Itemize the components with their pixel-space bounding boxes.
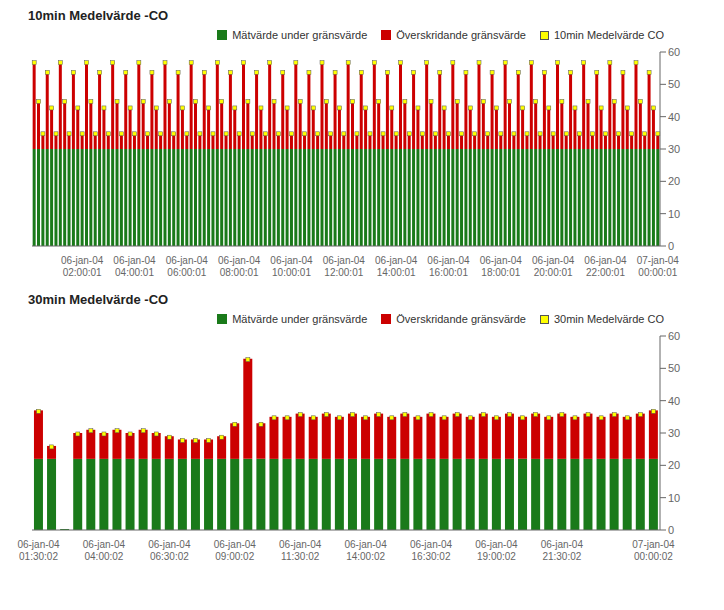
svg-text:06-jan-0401:30:02: 06-jan-0401:30:02 — [17, 539, 60, 562]
svg-text:06-jan-0406:00:01: 06-jan-0406:00:01 — [166, 255, 209, 278]
svg-text:06-jan-0416:00:01: 06-jan-0416:00:01 — [427, 255, 470, 278]
svg-text:06-jan-0404:00:02: 06-jan-0404:00:02 — [83, 539, 126, 562]
svg-text:30: 30 — [668, 143, 680, 155]
svg-text:06-jan-0419:00:02: 06-jan-0419:00:02 — [475, 539, 518, 562]
svg-text:10: 10 — [668, 492, 680, 504]
html-text:30min Medelvärde CO: 30min Medelvärde CO — [553, 313, 664, 325]
svg-text:07-jan-0400:00:01: 07-jan-0400:00:01 — [637, 255, 680, 278]
svg-text:50: 50 — [668, 78, 680, 90]
svg-text:60: 60 — [668, 330, 680, 342]
html-text:Mätvärde under gränsvärde: Mätvärde under gränsvärde — [232, 29, 368, 41]
html-text:Mätvärde under gränsvärde: Mätvärde under gränsvärde — [232, 313, 368, 325]
svg-text:07-jan-0400:00:02: 07-jan-0400:00:02 — [632, 539, 675, 562]
svg-text:06-jan-0402:00:01: 06-jan-0402:00:01 — [61, 255, 104, 278]
svg-text:06-jan-0406:30:02: 06-jan-0406:30:02 — [148, 539, 191, 562]
svg-text:06-jan-0404:00:01: 06-jan-0404:00:01 — [113, 255, 156, 278]
svg-text:06-jan-0422:00:01: 06-jan-0422:00:01 — [584, 255, 627, 278]
svg-text:0: 0 — [668, 524, 674, 536]
html-text:Överskridande gränsvärde: Överskridande gränsvärde — [396, 29, 526, 41]
svg-text:0: 0 — [668, 240, 674, 252]
svg-text:06-jan-0421:30:02: 06-jan-0421:30:02 — [541, 539, 584, 562]
svg-text:06-jan-0412:00:01: 06-jan-0412:00:01 — [323, 255, 366, 278]
svg-text:06-jan-0409:00:02: 06-jan-0409:00:02 — [214, 539, 257, 562]
svg-text:20: 20 — [668, 175, 680, 187]
svg-text:06-jan-0411:30:02: 06-jan-0411:30:02 — [279, 539, 322, 562]
svg-text:06-jan-0410:00:01: 06-jan-0410:00:01 — [270, 255, 313, 278]
html-text:Överskridande gränsvärde: Överskridande gränsvärde — [396, 313, 526, 325]
svg-text:30: 30 — [668, 427, 680, 439]
html-text:30min Medelvärde -CO: 30min Medelvärde -CO — [28, 292, 169, 307]
svg-text:60: 60 — [668, 46, 680, 58]
svg-text:06-jan-0408:00:01: 06-jan-0408:00:01 — [218, 255, 261, 278]
html-text:10min Medelvärde CO: 10min Medelvärde CO — [553, 29, 664, 41]
svg-text:40: 40 — [668, 111, 680, 123]
svg-text:06-jan-0418:00:01: 06-jan-0418:00:01 — [480, 255, 523, 278]
html-text:10min Medelvärde -CO: 10min Medelvärde -CO — [28, 8, 169, 23]
svg-text:06-jan-0416:30:02: 06-jan-0416:30:02 — [410, 539, 453, 562]
svg-text:06-jan-0420:00:01: 06-jan-0420:00:01 — [532, 255, 575, 278]
svg-text:50: 50 — [668, 362, 680, 374]
svg-text:06-jan-0414:00:02: 06-jan-0414:00:02 — [344, 539, 387, 562]
svg-text:40: 40 — [668, 395, 680, 407]
svg-text:20: 20 — [668, 459, 680, 471]
svg-text:10: 10 — [668, 208, 680, 220]
svg-text:06-jan-0414:00:01: 06-jan-0414:00:01 — [375, 255, 418, 278]
